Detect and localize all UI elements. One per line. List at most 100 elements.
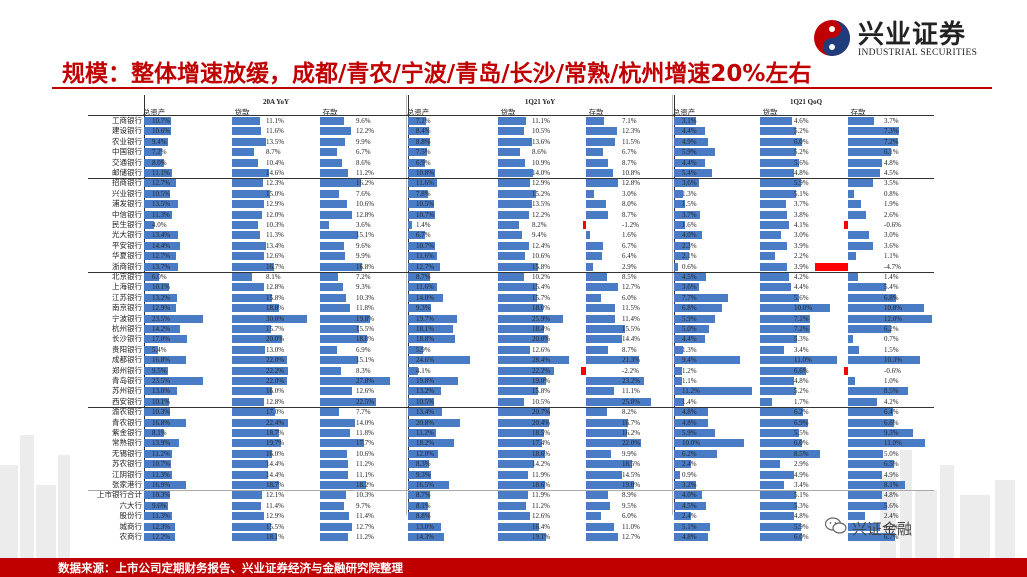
- value-bar: [586, 387, 614, 396]
- value-bar: [408, 429, 436, 437]
- group-header: 1Q21 QoQ: [789, 98, 823, 106]
- cell-value: 6.5%: [884, 460, 899, 469]
- value-bar: [408, 314, 458, 323]
- cell-value: 15.2%: [532, 189, 551, 198]
- value-bar: [408, 470, 432, 479]
- value-bar: [848, 470, 883, 479]
- cell-value: 10.3%: [152, 408, 171, 417]
- data-cell: 12.7%: [586, 282, 672, 292]
- data-cell: 10.3%: [144, 407, 230, 417]
- data-cell: 19.7%: [232, 438, 318, 448]
- data-cell: 7.6%: [320, 189, 406, 199]
- data-cell: 12.2%: [320, 126, 406, 136]
- cell-value: 5.4%: [682, 169, 697, 177]
- cell-value: 11.2%: [682, 387, 700, 396]
- data-cell: 13.0%: [232, 345, 318, 355]
- value-bar: [760, 449, 820, 458]
- cell-value: 12.8%: [622, 179, 641, 188]
- data-cell: 5.2%: [760, 126, 846, 136]
- data-cell: 20.7%: [498, 407, 584, 417]
- value-bar: [498, 231, 522, 240]
- logo-name: 兴业证券: [858, 20, 967, 50]
- data-cell: 15.2%: [498, 189, 584, 199]
- value-bar: [408, 283, 437, 292]
- cell-value: 10.5%: [416, 397, 435, 406]
- value-bar: [232, 127, 261, 136]
- cell-value: -4.7%: [884, 262, 901, 271]
- table-row: 交通银行 8.0% 10.4% 8.6% 6.9% 10.9% 8.7% 4.4% 5.6% 4.…: [88, 158, 934, 168]
- value-bar: [144, 169, 172, 177]
- value-bar: [586, 377, 644, 385]
- value-bar: [674, 252, 689, 261]
- data-cell: 1.3%: [674, 345, 760, 355]
- value-bar: [586, 325, 625, 333]
- data-cell: 10.3%: [320, 293, 406, 303]
- cell-value: 3.0%: [622, 189, 637, 198]
- data-cell: 11.3%: [144, 470, 230, 480]
- data-cell: 14.4%: [232, 459, 318, 469]
- cell-value: 3.1%: [682, 117, 697, 125]
- cell-value: 6.6%: [794, 366, 809, 375]
- cell-value: 14.2%: [152, 325, 171, 333]
- data-cell: 10.6%: [320, 449, 406, 459]
- cell-value: 10.7%: [416, 241, 435, 250]
- value-bar: [144, 304, 177, 313]
- cell-value: 3.0%: [794, 231, 809, 240]
- value-bar: [674, 460, 691, 469]
- value-bar: [586, 491, 609, 500]
- data-cell: -2.2%: [580, 366, 672, 376]
- value-bar: [498, 387, 538, 396]
- data-cell: 12.4%: [498, 241, 584, 251]
- cell-value: 3.4%: [794, 481, 809, 489]
- growth-table: 20A YoY 总资产 贷款 存款 1Q21 YoY 总资产 贷款 存款 1Q21 QoQ 总资产…: [88, 95, 934, 558]
- data-cell: 4.2%: [848, 397, 934, 407]
- data-cell: 10.7%: [408, 210, 494, 220]
- data-cell: 4.9%: [674, 137, 760, 147]
- cell-value: 11.3%: [266, 231, 284, 240]
- data-cell: 0.6%: [674, 262, 760, 272]
- data-cell: 14.2%: [498, 459, 584, 469]
- cell-value: 11.3%: [152, 470, 170, 479]
- bank-name: 上市银行合计: [97, 490, 142, 500]
- data-cell: 8.7%: [586, 345, 672, 355]
- cell-value: 12.7%: [622, 283, 641, 292]
- cell-value: 2.6%: [884, 210, 899, 219]
- value-bar: [760, 314, 810, 323]
- cell-value: 9.3%: [416, 470, 431, 479]
- data-cell: 18.1%: [232, 532, 318, 542]
- cell-value: 18.4%: [532, 325, 551, 333]
- wechat-icon: [825, 517, 847, 534]
- value-bar: [232, 522, 271, 531]
- data-cell: 5.3%: [760, 334, 846, 344]
- table-row: 西安银行 10.1% 12.8% 22.5% 10.5% 10.5% 25.8% 1.4% 1.…: [88, 397, 934, 407]
- cell-value: 14.6%: [266, 169, 285, 177]
- data-cell: 20.0%: [232, 334, 318, 344]
- cell-value: 1.6%: [682, 221, 697, 229]
- cell-value: 18.8%: [356, 335, 375, 344]
- data-cell: 11.4%: [232, 501, 318, 511]
- bank-name: 邮储银行: [112, 168, 142, 177]
- value-bar: [144, 231, 178, 240]
- cell-value: 12.9%: [532, 179, 551, 188]
- table-row: 苏农银行 10.7% 14.4% 11.2% 8.3% 14.2% 18.5% 2.4% 2.9…: [88, 459, 934, 469]
- data-cell: 12.1%: [232, 490, 318, 500]
- data-cell: 9.4%: [144, 137, 230, 147]
- value-bar: [144, 200, 178, 209]
- data-cell: 12.6%: [498, 345, 584, 355]
- cell-value: 10.3%: [356, 491, 375, 500]
- data-cell: 6.4%: [586, 251, 672, 261]
- table-row: 青农银行 16.8% 22.4% 14.0% 20.8% 20.4% 16.7% 4.8% 6.…: [88, 418, 934, 428]
- cell-value: 6.0%: [794, 439, 809, 448]
- value-bar: [408, 137, 430, 146]
- cell-value: 7.8%: [416, 189, 431, 198]
- data-cell: 10.0%: [674, 438, 760, 448]
- cell-value: 13.4%: [416, 408, 435, 417]
- data-cell: 11.5%: [586, 137, 672, 147]
- data-cell: 11.5%: [586, 303, 672, 313]
- data-cell: 15.8%: [232, 293, 318, 303]
- value-bar: [320, 210, 352, 219]
- cell-value: 1.0%: [884, 377, 899, 385]
- cell-value: 12.3%: [622, 127, 641, 136]
- value-bar: [498, 366, 554, 375]
- cell-value: 12.2%: [532, 210, 551, 219]
